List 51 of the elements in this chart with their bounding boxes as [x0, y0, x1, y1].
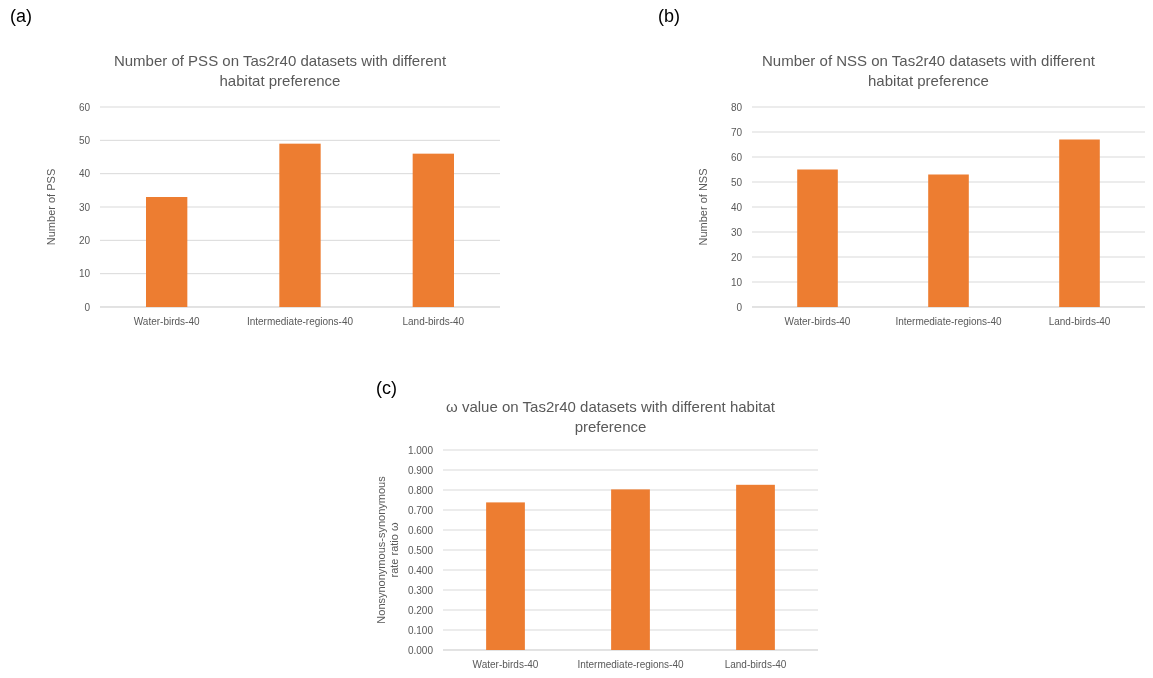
- y-tick-label: 0.800: [407, 484, 434, 496]
- x-tick-label: Water-birds-40: [784, 316, 851, 327]
- y-tick-label: 70: [730, 126, 743, 138]
- y-tick-label: 60: [730, 151, 743, 163]
- y-tick-label: 10: [730, 276, 743, 288]
- y-tick-label: 10: [78, 268, 91, 280]
- bar: [797, 169, 838, 307]
- y-tick-label: 0.300: [407, 584, 434, 596]
- y-tick-label: 0.500: [407, 544, 434, 556]
- x-tick-label: Intermediate-regions-40: [895, 316, 1003, 327]
- text: (c): [376, 378, 397, 398]
- y-tick-label: 0.700: [407, 504, 434, 516]
- chart-title: ω value on Tas2r40 datasets with different habitat preference: [446, 398, 776, 435]
- bar: [412, 153, 454, 307]
- y-tick-label: 1.000: [407, 444, 434, 456]
- y-tick-label: 0.600: [407, 524, 434, 536]
- bar: [1059, 139, 1100, 307]
- chart-title: Number of NSS on Tas2r40 datasets with different habitat preference: [762, 52, 1096, 89]
- chart-title: Number of PSS on Tas2r40 datasets with different habitat preference: [113, 52, 447, 89]
- text: (b): [658, 6, 680, 26]
- x-tick-label: Intermediate-regions-40: [246, 316, 354, 327]
- y-tick-label: 0.100: [407, 624, 434, 636]
- y-tick-label: 0: [736, 301, 743, 313]
- y-tick-label: 0.000: [407, 644, 434, 656]
- bar: [279, 143, 321, 307]
- x-tick-label: Water-birds-40: [472, 659, 539, 670]
- y-tick-label: 30: [730, 226, 743, 238]
- y-tick-label: 50: [78, 134, 91, 146]
- y-tick-label: 40: [78, 168, 91, 180]
- y-tick-label: 0.400: [407, 564, 434, 576]
- y-axis-title: Nonsynonymous-synonymous rate ratio ω: [375, 475, 400, 624]
- text: (a): [10, 6, 32, 26]
- x-tick-label: Water-birds-40: [133, 316, 200, 327]
- x-tick-label: Land-birds-40: [402, 316, 465, 327]
- y-tick-label: 20: [78, 234, 91, 246]
- y-axis-title: Number of PSS: [45, 168, 57, 246]
- bar: [928, 174, 969, 307]
- y-tick-label: 40: [730, 201, 743, 213]
- x-tick-label: Land-birds-40: [1048, 316, 1111, 327]
- y-axis-title: Number of NSS: [697, 168, 709, 246]
- y-tick-label: 0: [84, 301, 91, 313]
- y-tick-label: 30: [78, 201, 91, 213]
- y-tick-label: 50: [730, 176, 743, 188]
- bar: [146, 197, 188, 307]
- x-tick-label: Land-birds-40: [724, 659, 787, 670]
- y-tick-label: 20: [730, 251, 743, 263]
- y-tick-label: 0.900: [407, 464, 434, 476]
- y-tick-label: 80: [730, 101, 743, 113]
- x-tick-label: Intermediate-regions-40: [577, 659, 685, 670]
- y-tick-label: 0.200: [407, 604, 434, 616]
- y-tick-label: 60: [78, 101, 91, 113]
